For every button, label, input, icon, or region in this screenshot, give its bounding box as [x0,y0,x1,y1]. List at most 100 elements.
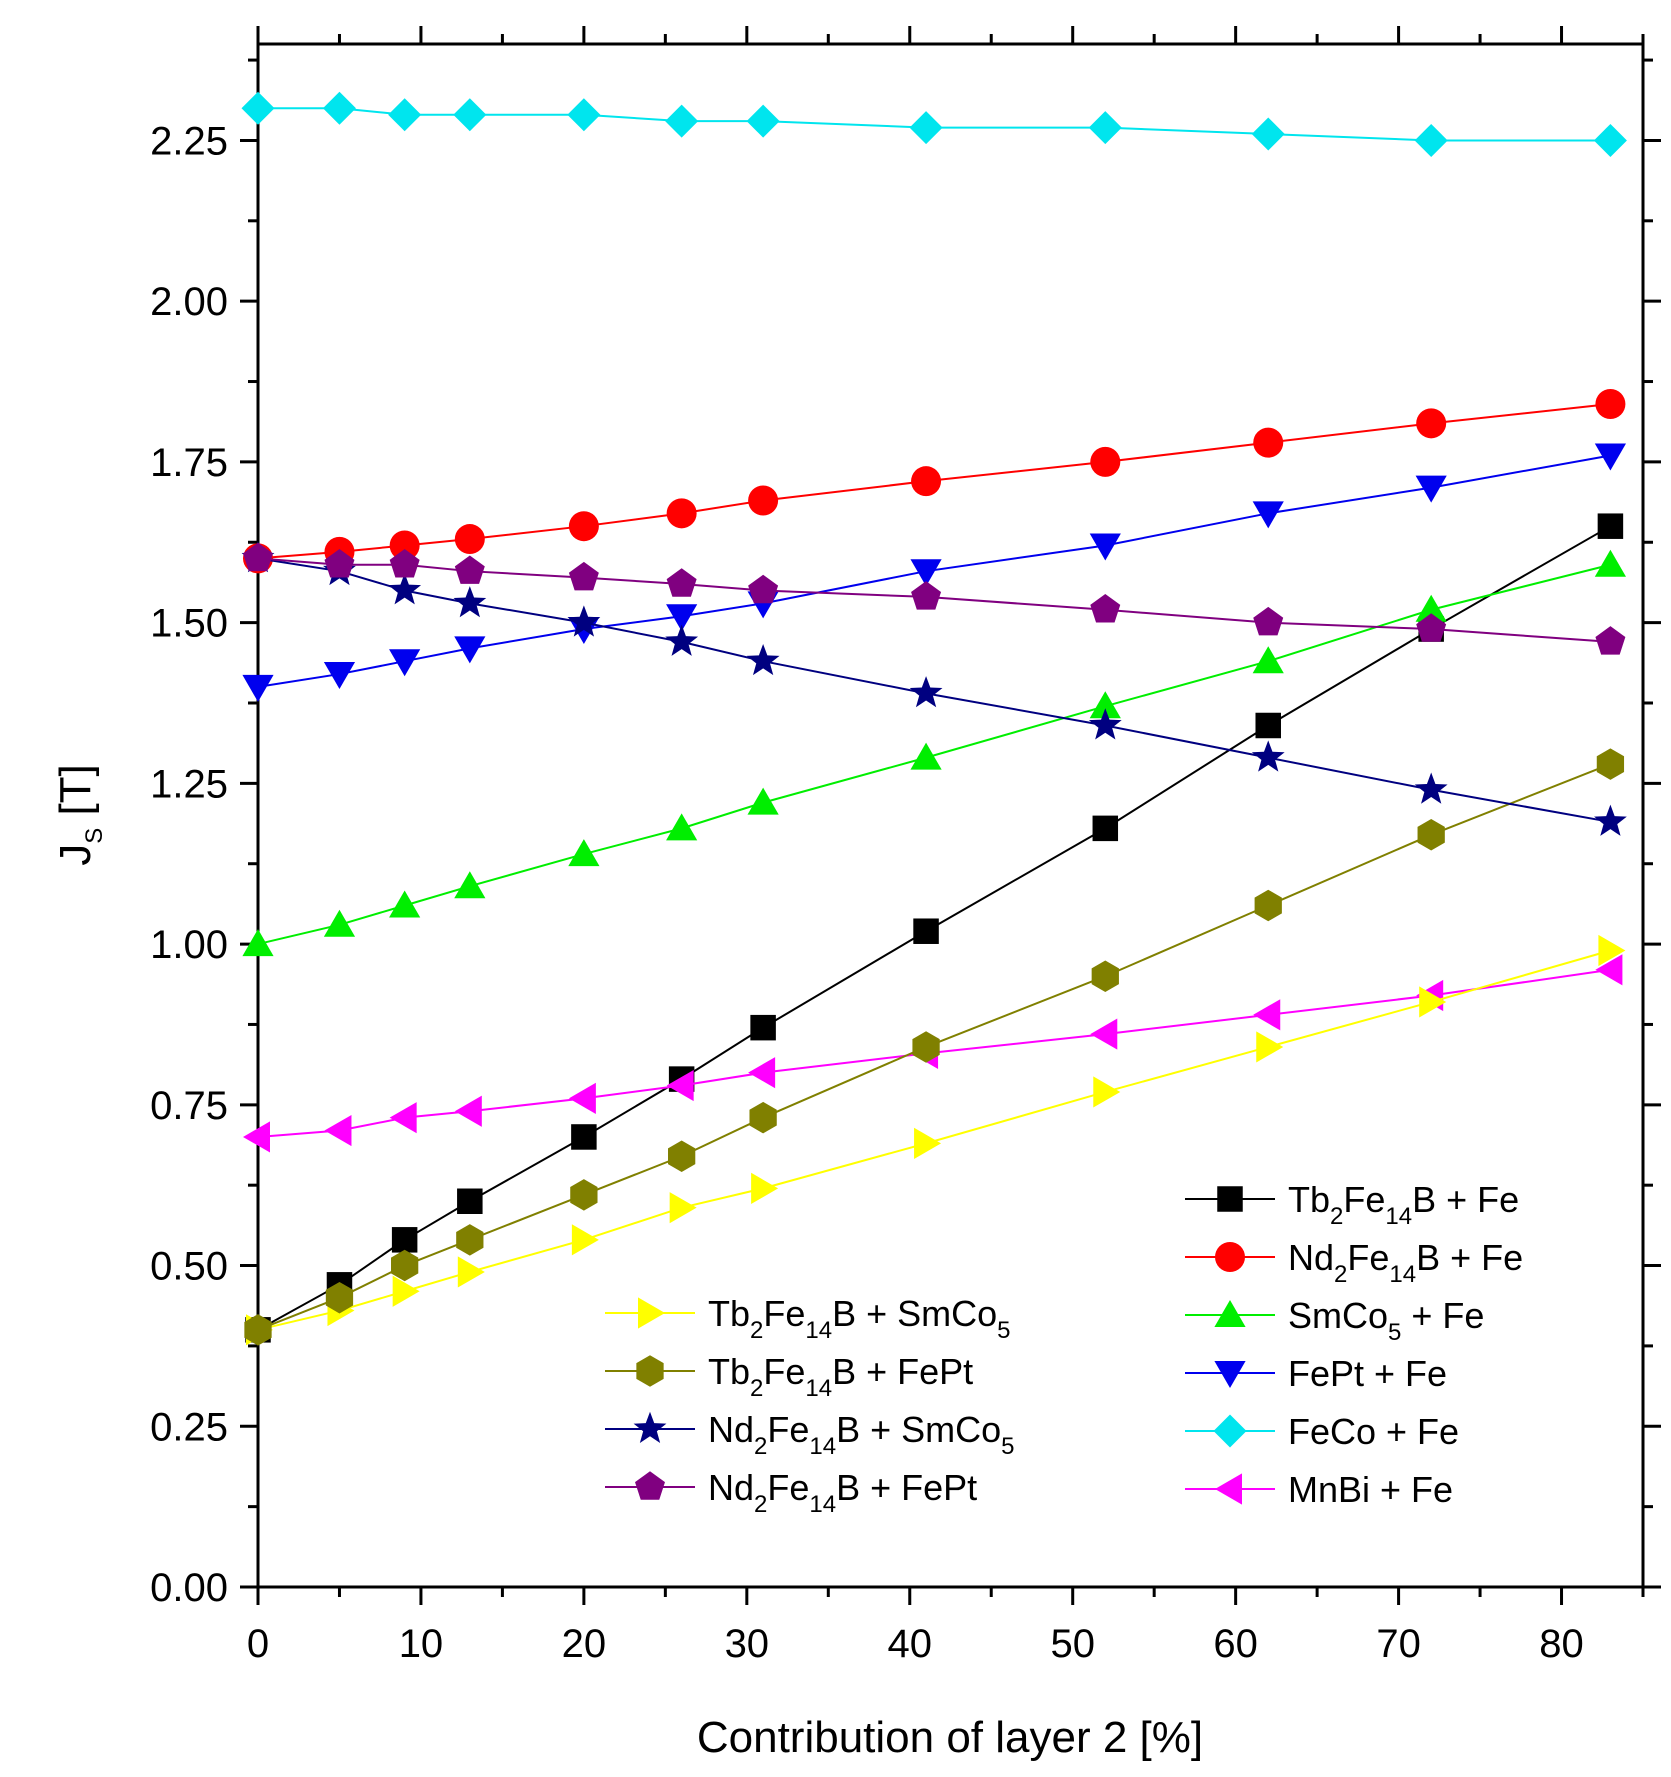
y-tick-label: 2.00 [150,280,228,324]
legend-label-part: FePt + Fe [1288,1353,1447,1394]
legend-label-part: Tb [708,1293,750,1334]
legend-bottom-center: Tb2Fe14B + SmCo5 Tb2Fe14B + FePt Nd2Fe14B … [605,1293,1015,1518]
data-point [746,643,780,676]
legend-label-part: Tb [708,1351,750,1392]
legend-label-part: B + Fe [1412,1179,1519,1220]
data-point [911,581,942,610]
data-point [911,466,942,497]
data-point [457,1256,485,1288]
legend-marker [1213,1414,1247,1448]
legend-label-sub: 2 [1330,1203,1343,1230]
legend-label-sub: 5 [997,1317,1010,1344]
data-point [747,787,779,815]
data-point [392,1275,420,1307]
x-tick-label: 50 [1050,1622,1095,1666]
legend-entry: Tb2Fe14B + SmCo5 [605,1293,1011,1344]
data-point [323,662,356,690]
data-point [1092,815,1119,842]
data-point [1251,740,1285,772]
legend-marker [635,1471,665,1500]
legend-label-part: B + Fe [1416,1237,1523,1278]
data-point [1091,960,1119,992]
series-8 [241,541,1627,836]
data-point [1594,443,1626,471]
series-9 [243,542,1626,655]
legend-label-part: Fe [767,1409,809,1450]
data-point [746,104,780,138]
legend-label-sub: 2 [1334,1261,1347,1288]
data-point [1088,111,1122,145]
legend-label-sub: 5 [1001,1433,1014,1460]
y-tick-label: 0.75 [150,1084,228,1128]
data-point [1415,594,1447,622]
data-point [456,1224,484,1256]
data-point [453,586,487,618]
legend-label-part: Fe [763,1293,805,1334]
data-point [388,573,422,605]
data-point [454,871,486,899]
legend-label-sub: 2 [754,1433,767,1460]
legend-label-sub: 5 [1388,1319,1401,1346]
data-point [1414,772,1448,804]
data-point [391,1249,419,1282]
legend-label-sub: 2 [750,1375,763,1402]
y-tick-label: 1.75 [150,441,228,485]
data-point [1416,408,1447,439]
series-1 [243,389,1626,574]
legend-marker [1214,1300,1246,1327]
data-point [391,1227,418,1253]
data-point [1594,804,1627,836]
legend-entry: Nd2Fe14B + FePt [605,1467,977,1518]
legend-label: Nd2Fe14B + FePt [708,1467,977,1518]
data-point [749,1101,777,1134]
data-point [567,98,601,132]
data-point [1090,594,1121,623]
legend-label: MnBi + Fe [1288,1469,1453,1510]
data-point [242,674,274,702]
data-point [322,91,356,125]
legend-entry: SmCo5 + Fe [1185,1295,1484,1346]
plot-frame [256,42,1645,1589]
data-point [1595,954,1623,986]
legend-label: FeCo + Fe [1288,1411,1459,1452]
legend-entry: Tb2Fe14B + FePt [605,1351,973,1402]
data-point [912,1031,940,1063]
y-axis-title-unit: [T] [51,764,100,828]
data-point [910,559,942,587]
data-point [1417,819,1445,851]
legend-marker [1214,1361,1246,1388]
legend-label-sub: 14 [805,1375,832,1402]
x-tick-label: 80 [1539,1622,1584,1666]
data-point [1252,646,1284,674]
y-tick-label: 1.00 [150,923,228,967]
data-point [243,1121,270,1153]
x-tick-label: 40 [888,1622,933,1666]
legend-label-part: + Fe [1401,1295,1484,1336]
series-4 [241,91,1627,157]
legend-entry: MnBi + Fe [1185,1469,1453,1510]
legend-label-sub: 2 [750,1317,763,1344]
legend-label-sub: 14 [809,1491,836,1518]
legend-label: Nd2Fe14B + Fe [1288,1237,1523,1288]
x-tick-label: 20 [562,1622,607,1666]
y-tick-label: 0.00 [150,1566,228,1610]
data-point [666,568,697,597]
data-point [243,542,273,572]
data-point [241,91,275,125]
legend-label-part: MnBi + Fe [1288,1469,1453,1510]
legend-marker [1217,1186,1243,1212]
legend-marker [638,1297,665,1329]
data-point [666,604,698,632]
legend-label-part: Fe [1347,1237,1389,1278]
data-point [1419,986,1447,1018]
x-axis-title: Contribution of layer 2 [%] [697,1713,1203,1762]
y-tick-label: 2.25 [150,119,228,163]
data-point [568,511,599,542]
axis-ticks [240,26,1661,1605]
x-tick-label: 0 [247,1622,269,1666]
data-point [323,909,356,937]
data-point [454,524,485,555]
data-point [666,1069,694,1102]
data-point [1090,446,1121,477]
